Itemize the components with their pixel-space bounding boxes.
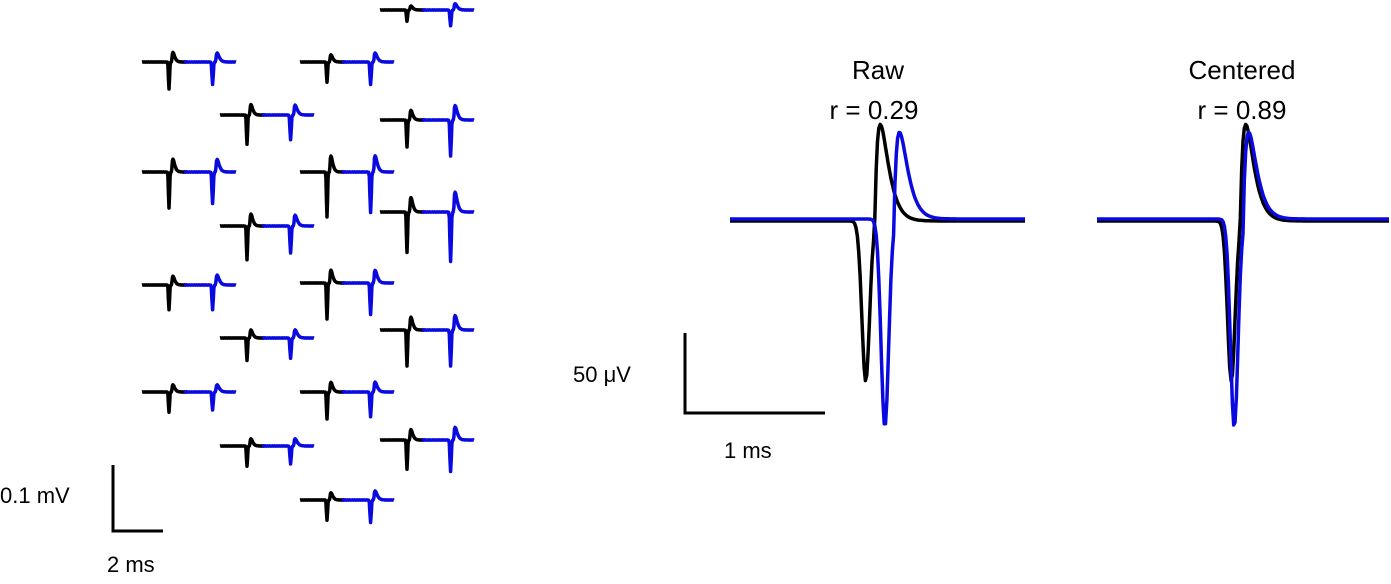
channel-trace-blue <box>182 51 238 87</box>
channel-trace-black <box>298 53 347 85</box>
centered-panel-title: Centered <box>1189 55 1296 85</box>
channel-trace-blue <box>340 154 396 215</box>
left-scale-bar-lines <box>111 465 163 533</box>
channel-waveform-grid <box>140 2 476 525</box>
channel-trace-black <box>140 274 189 312</box>
right-scale-bar-lines <box>683 333 825 415</box>
channel-trace-black <box>298 268 347 321</box>
channel-trace-blue <box>420 103 476 158</box>
raw-panel-title: Raw <box>852 55 904 85</box>
channel-trace-black <box>218 102 267 147</box>
right-scale-bar-voltage-label: 50 μV <box>573 362 631 387</box>
channel-trace-blue <box>260 103 316 142</box>
channel-trace-blue <box>260 213 316 255</box>
channel-trace-black <box>378 427 427 472</box>
channel-trace-blue <box>260 437 316 466</box>
channel-trace-black <box>298 380 347 421</box>
channel-trace-blue <box>340 380 396 419</box>
channel-trace-blue <box>182 383 238 412</box>
raw-overlay-panel: Raw r = 0.29 <box>729 55 1026 426</box>
raw-trace-black <box>729 122 1026 383</box>
centered-overlay-panel: Centered r = 0.89 <box>1096 55 1390 427</box>
channel-trace-black <box>378 315 427 368</box>
channel-trace-black <box>218 437 267 469</box>
channel-trace-black <box>378 195 427 255</box>
channel-trace-blue <box>340 489 396 525</box>
right-scale-bar: 50 μV 1 ms <box>573 333 825 463</box>
channel-trace-black <box>140 157 189 210</box>
channel-trace-blue <box>420 190 476 264</box>
centered-panel-correlation: r = 0.89 <box>1198 95 1287 125</box>
channel-trace-blue <box>340 268 396 317</box>
channel-trace-black <box>298 154 347 219</box>
channel-trace-black <box>218 328 267 363</box>
channel-trace-blue <box>420 425 476 474</box>
right-scale-bar-time-label: 1 ms <box>724 438 772 463</box>
left-scale-bar-time-label: 2 ms <box>107 552 155 577</box>
channel-trace-black <box>378 108 427 149</box>
channel-trace-black <box>218 212 267 262</box>
raw-panel-correlation: r = 0.29 <box>830 95 919 125</box>
channel-trace-black <box>140 50 189 91</box>
left-scale-bar: 0.1 mV 2 ms <box>0 465 163 577</box>
channel-trace-black <box>140 383 189 415</box>
channel-trace-black <box>378 4 427 24</box>
channel-trace-blue <box>182 273 238 312</box>
channel-trace-blue <box>182 157 238 206</box>
left-scale-bar-voltage-label: 0.1 mV <box>0 483 70 508</box>
channel-trace-blue <box>340 51 396 87</box>
centered-trace-blue <box>1096 130 1390 427</box>
channel-trace-black <box>298 491 347 523</box>
channel-trace-blue <box>420 313 476 368</box>
raw-trace-blue <box>729 130 1026 426</box>
channel-trace-blue <box>260 328 316 361</box>
channel-trace-blue <box>420 2 476 28</box>
centered-trace-black <box>1096 122 1390 383</box>
